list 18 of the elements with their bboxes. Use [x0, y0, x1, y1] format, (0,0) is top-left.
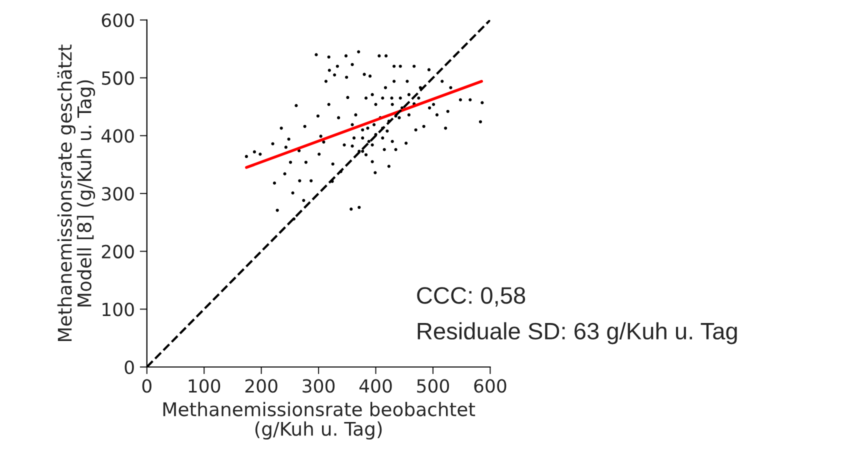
annotation: Residuale SD: 63 g/Kuh u. Tag — [418, 322, 737, 344]
x-tick-label: 100 — [188, 379, 220, 393]
y-tick-label: 500 — [102, 71, 134, 85]
x-tick-label: 200 — [245, 379, 278, 393]
x-tick-label: 400 — [359, 379, 392, 393]
y-tick-label: 400 — [102, 129, 134, 143]
x-tick-label: 300 — [302, 379, 335, 393]
y-tick-label: 300 — [102, 186, 134, 201]
y-tick-label: 600 — [102, 13, 134, 28]
y-axis-title: Methanemissionsrate geschätzt Modell [8] (g/Kuh u. Tag) — [57, 44, 96, 341]
y-tick-label: 0 — [124, 360, 134, 374]
y-tick-label: 100 — [102, 302, 134, 316]
annotation: CCC: 0,58 — [417, 287, 526, 307]
x-tick-label: 600 — [474, 379, 506, 393]
x-tick-label: 0 — [142, 379, 152, 393]
y-tick-label: 200 — [102, 244, 134, 258]
x-axis-title: Methanemissionsrate beobachtet (g/Kuh u. Tag) — [163, 402, 476, 440]
x-tick-label: 500 — [417, 379, 450, 393]
